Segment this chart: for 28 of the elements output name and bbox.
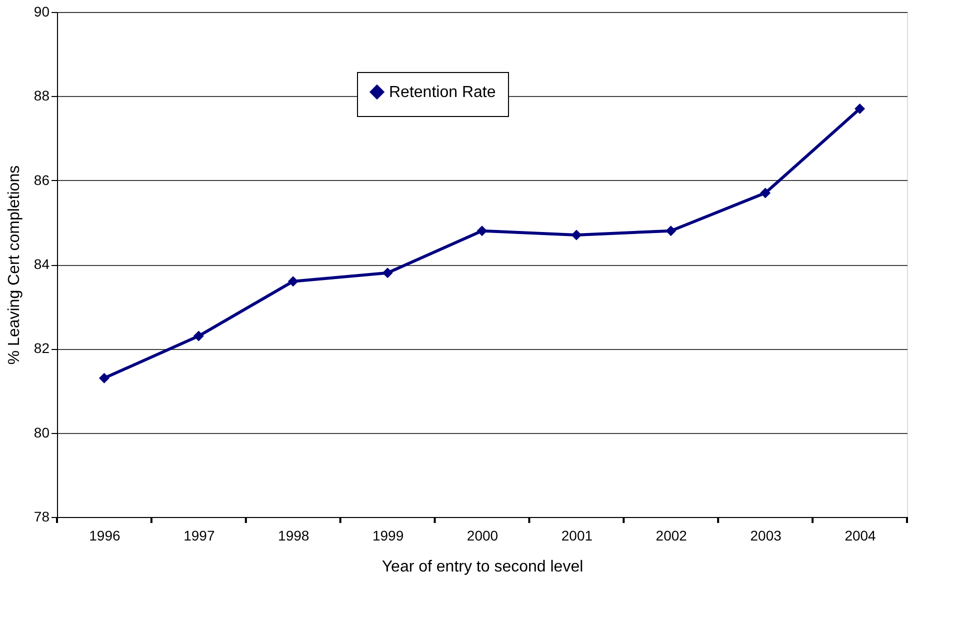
point <box>288 276 298 287</box>
x-tick-label: 2002 <box>656 528 688 544</box>
point <box>666 226 676 236</box>
y-tick-label: 78 <box>34 508 50 524</box>
point <box>98 372 110 384</box>
x-tick-label: 2003 <box>750 528 782 544</box>
point <box>854 104 866 114</box>
x-tick-label: 1999 <box>372 528 404 544</box>
y-tick-label: 82 <box>34 340 50 356</box>
y-tick-label: 84 <box>34 256 50 272</box>
x-axis-title: Year of entry to second level <box>382 558 584 576</box>
x-tick-label: 1997 <box>184 528 215 544</box>
y-tick-label: 88 <box>34 88 50 104</box>
point <box>193 330 204 342</box>
x-tick-label: 1998 <box>278 528 310 544</box>
point <box>571 230 582 240</box>
legend-label: Retention Rate <box>389 84 496 101</box>
point <box>760 188 771 198</box>
y-tick-label: 90 <box>34 4 50 20</box>
x-tick-label: 2000 <box>466 528 498 544</box>
point <box>382 268 393 278</box>
x-tick-label: 1996 <box>89 528 120 544</box>
y-tick-label: 86 <box>34 172 50 188</box>
x-tick-label: 2001 <box>561 528 593 544</box>
point <box>476 226 488 236</box>
y-axis-title: % Leaving Cert completions <box>6 165 23 365</box>
x-tick-label: 2004 <box>844 528 876 544</box>
y-tick-label: 80 <box>34 424 50 440</box>
